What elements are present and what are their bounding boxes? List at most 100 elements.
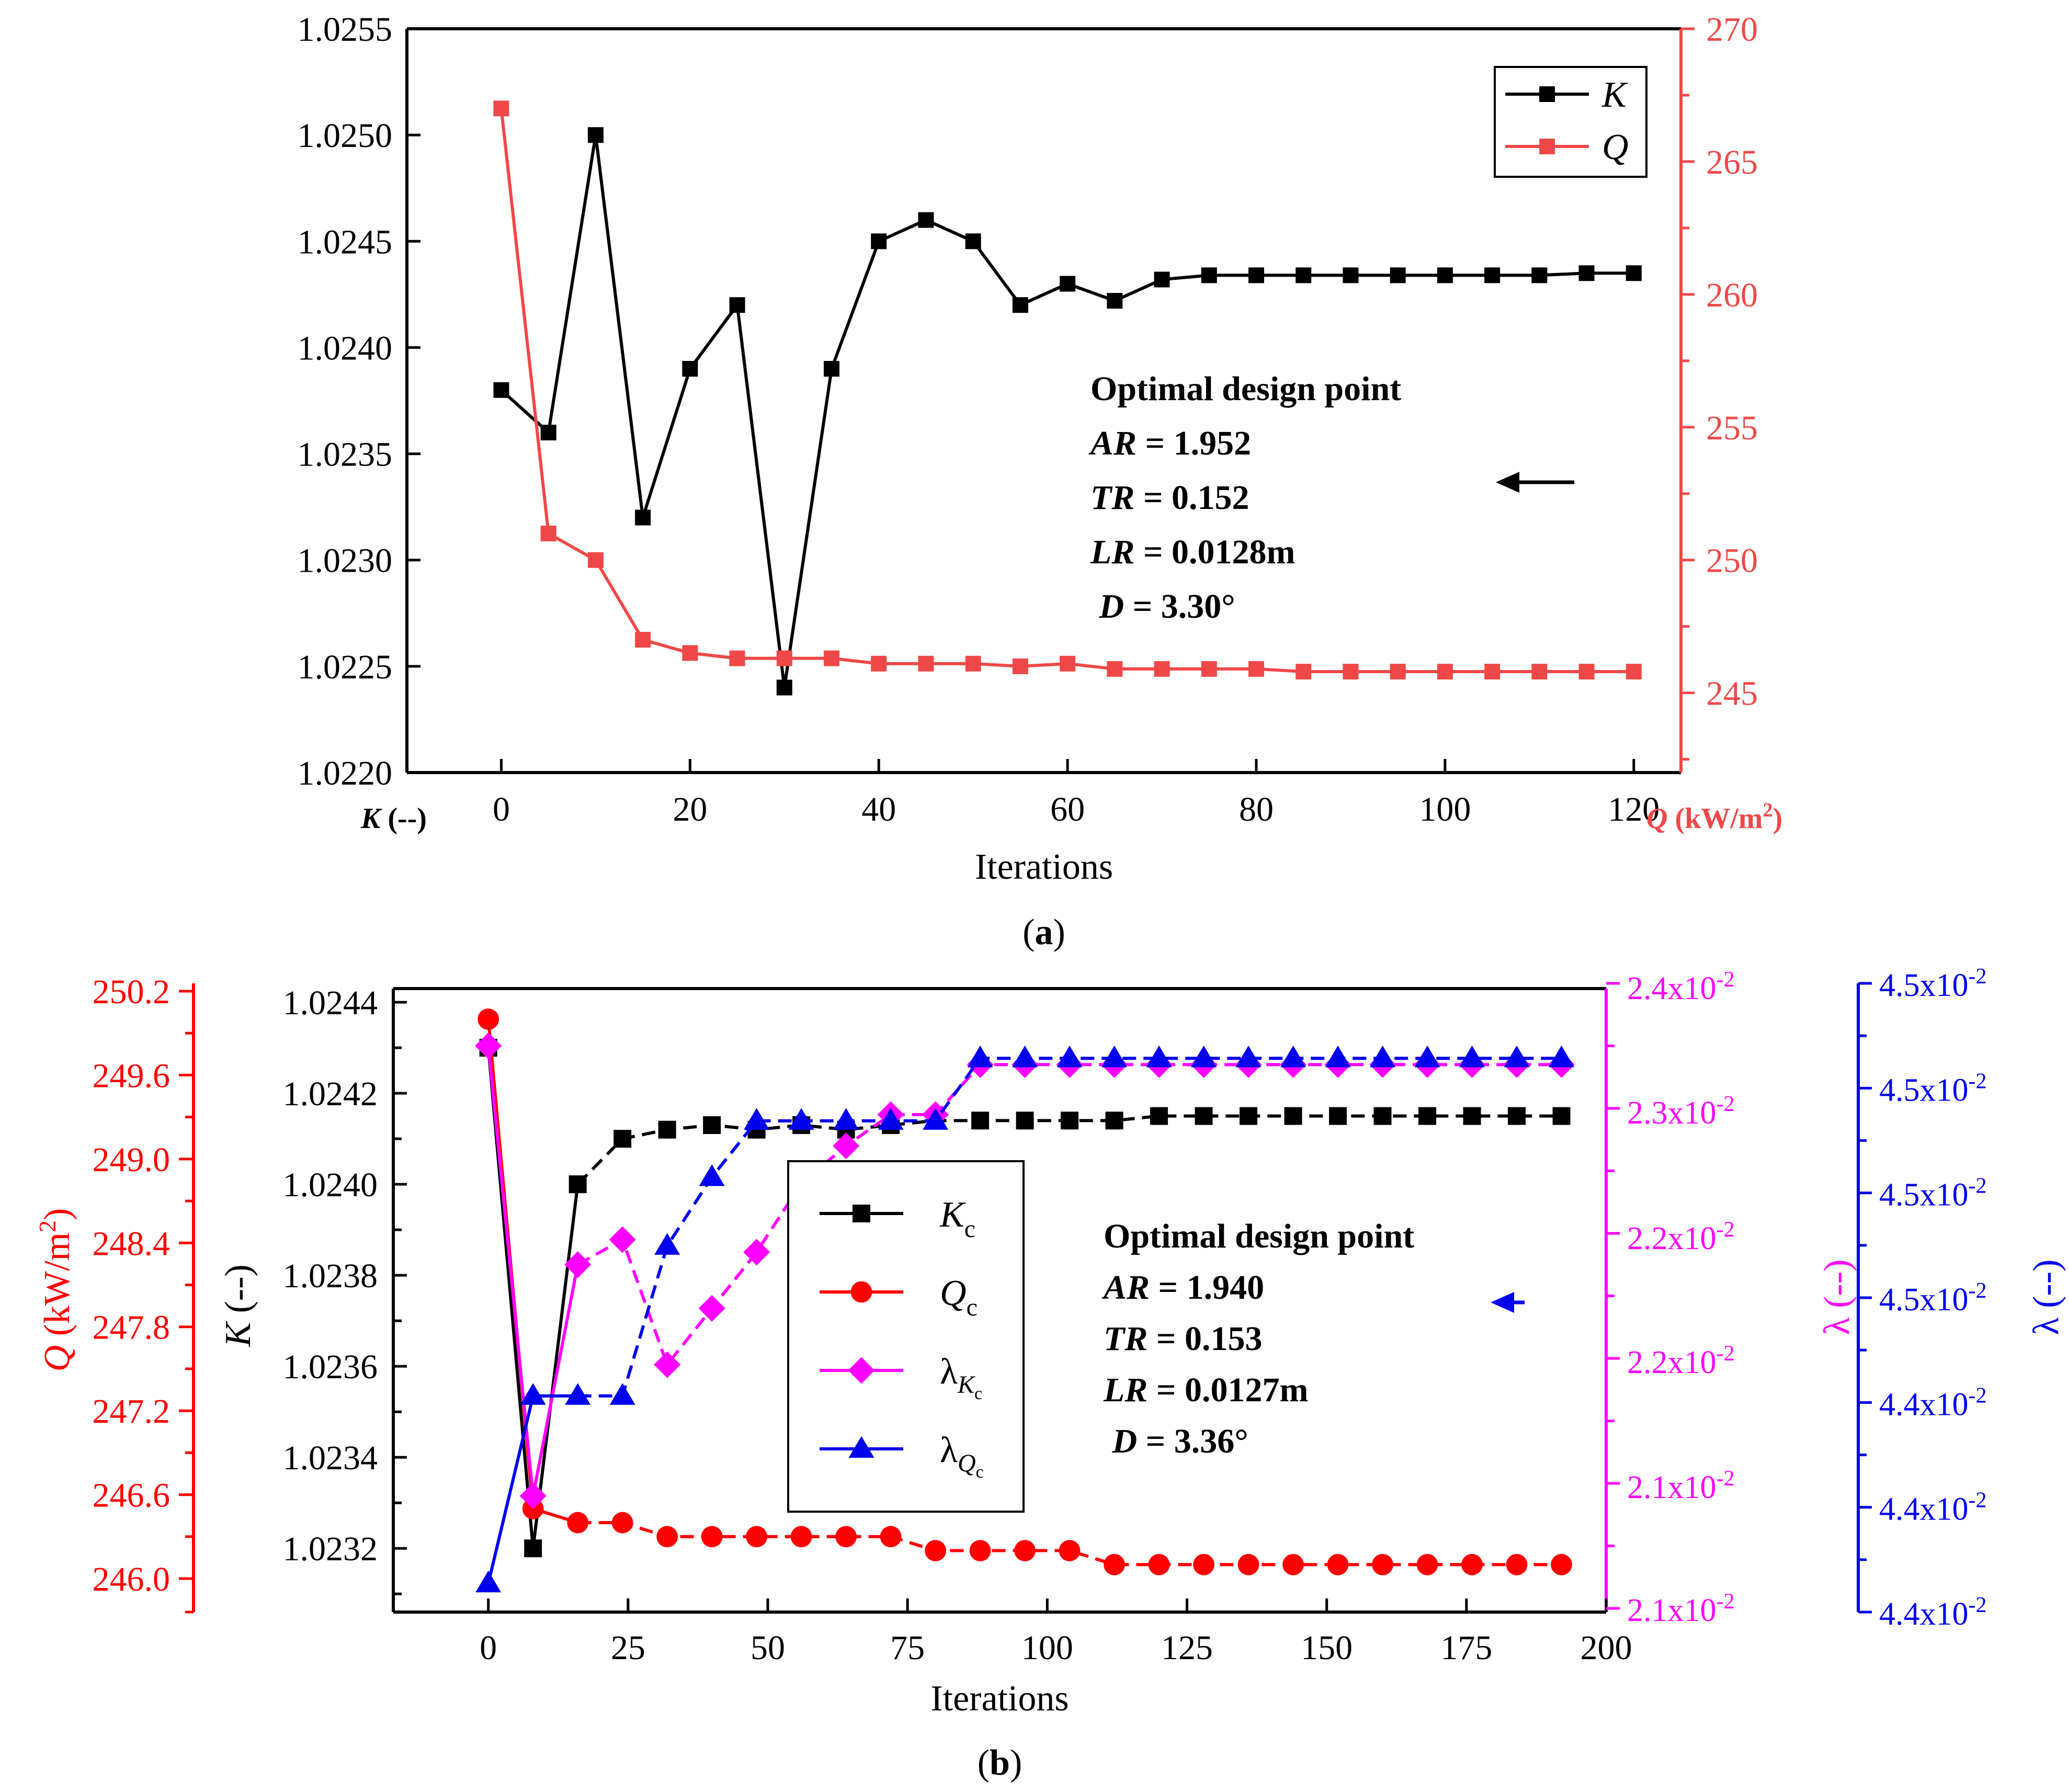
data-point-λQc xyxy=(1325,1045,1351,1068)
data-point-Q xyxy=(729,650,745,666)
data-point-K xyxy=(1343,267,1359,283)
data-point-K xyxy=(1484,267,1501,283)
annotation-line: AR = 1.940 xyxy=(1101,1268,1264,1307)
data-point-Kc xyxy=(1016,1112,1034,1130)
legend-marker-λKc xyxy=(848,1357,875,1384)
x-tick-label: 80 xyxy=(1239,790,1274,829)
panel-label-a: (a) xyxy=(1022,912,1065,952)
y-K-tick-label: 1.0242 xyxy=(283,1075,378,1113)
data-point-λQc xyxy=(565,1383,591,1405)
data-point-Q xyxy=(1012,658,1028,674)
data-point-K xyxy=(1578,265,1595,281)
data-point-K xyxy=(493,382,509,398)
data-point-λQc xyxy=(1191,1045,1217,1068)
x-tick-label: 0 xyxy=(493,790,510,829)
y-lambdaQ-tick-label: 4.4x10-2 xyxy=(1879,1489,1987,1527)
x-tick-label: 200 xyxy=(1581,1629,1632,1667)
y-right-tick-label: 260 xyxy=(1706,276,1758,314)
annotation-line: D = 3.30° xyxy=(1090,587,1235,626)
y-lambdaQ-tick-label: 4.4x10-2 xyxy=(1879,1383,1987,1422)
y-K-tick-label: 1.0234 xyxy=(283,1439,378,1477)
legend-box xyxy=(1494,66,1647,178)
data-point-λQc xyxy=(833,1108,859,1130)
y-K-tick-label: 1.0236 xyxy=(283,1348,378,1386)
y-K-tick-label: 1.0244 xyxy=(283,984,378,1022)
x-tick-label: 150 xyxy=(1301,1629,1353,1667)
data-point-Q xyxy=(682,645,698,661)
legend-label-λKc: λKc xyxy=(940,1352,982,1403)
y-K-tick-label: 1.0232 xyxy=(283,1530,378,1568)
data-point-Q xyxy=(1296,664,1312,680)
x-tick-label: 40 xyxy=(861,790,896,829)
data-point-Q xyxy=(776,650,792,666)
arrow-head-icon xyxy=(1491,1292,1514,1313)
data-point-Qc xyxy=(1506,1553,1528,1575)
data-point-Q xyxy=(1484,664,1501,680)
data-point-λQc xyxy=(1101,1045,1128,1068)
data-point-Qc xyxy=(746,1526,768,1548)
data-point-K xyxy=(1107,293,1123,309)
panel-a: 0 20 40 60 80 100 120 1.0220 1.0225 1.0230 1.0235 1… xyxy=(298,10,1783,952)
data-point-λQc xyxy=(1414,1045,1440,1068)
data-point-Kc xyxy=(1373,1107,1392,1125)
data-point-Qc xyxy=(611,1512,633,1534)
annotation-line: TR = 0.153 xyxy=(1104,1320,1262,1358)
data-point-Qc xyxy=(1551,1553,1572,1575)
data-point-Qc xyxy=(1237,1553,1259,1575)
data-point-λQc xyxy=(788,1108,814,1130)
x-tick-label: 0 xyxy=(480,1629,497,1667)
data-point-K xyxy=(1296,267,1312,283)
data-point-K xyxy=(1390,267,1406,283)
data-point-K xyxy=(1154,271,1170,288)
y-Q-axis-title: Q (kW/m2) xyxy=(34,1208,77,1372)
data-point-Kc xyxy=(1463,1107,1481,1125)
data-point-K xyxy=(1248,267,1264,283)
data-point-Kc xyxy=(569,1175,587,1194)
data-point-K xyxy=(1626,265,1642,281)
legend-label-Q: Q xyxy=(1602,127,1629,167)
y-left-tick-label: 1.0230 xyxy=(298,542,393,580)
data-point-λKc xyxy=(698,1295,725,1322)
x-tick-label: 120 xyxy=(1608,790,1660,829)
y-right-tick-label: 250 xyxy=(1706,542,1758,580)
data-point-K xyxy=(587,127,604,143)
data-point-λQc xyxy=(1280,1045,1306,1068)
data-point-K xyxy=(824,361,839,377)
data-point-Q xyxy=(1437,664,1453,680)
data-point-λQc xyxy=(967,1045,993,1068)
data-point-K xyxy=(729,297,745,313)
data-point-λKc xyxy=(475,1033,502,1059)
y-lambdaK-tick-label: 2.3x10-2 xyxy=(1627,1092,1735,1131)
data-point-Kc xyxy=(658,1120,676,1139)
data-point-λQc xyxy=(878,1108,904,1130)
data-point-λKc xyxy=(519,1482,547,1510)
y-lambdaQ-axis-title: λ (--) xyxy=(2026,1260,2066,1335)
data-point-K xyxy=(1060,276,1076,292)
data-point-Kc xyxy=(1240,1107,1258,1125)
y-left-tick-label: 1.0255 xyxy=(298,10,393,49)
annotation-title: Optimal design point xyxy=(1090,370,1401,408)
series-line-Qc xyxy=(577,1521,1562,1567)
legend-marker-K xyxy=(1539,86,1555,102)
data-point-λQc xyxy=(475,1570,502,1593)
data-point-Qc xyxy=(835,1526,857,1548)
data-point-K xyxy=(871,233,887,249)
data-point-K xyxy=(1437,267,1453,283)
data-point-λQc xyxy=(1459,1045,1485,1068)
x-axis-title: Iterations xyxy=(930,1678,1069,1719)
legend-label-K: K xyxy=(1601,75,1628,115)
y-Q-tick-label: 246.0 xyxy=(93,1560,171,1598)
annotation-line: AR = 1.952 xyxy=(1088,424,1251,462)
data-point-Kc xyxy=(1284,1107,1302,1125)
x-tick-label: 25 xyxy=(611,1629,645,1667)
y-Q-tick-label: 249.6 xyxy=(93,1057,171,1095)
data-point-λQc xyxy=(1370,1045,1396,1068)
y-Q-tick-label: 249.0 xyxy=(93,1141,171,1179)
data-point-λQc xyxy=(609,1383,635,1405)
data-point-Kc xyxy=(524,1539,542,1558)
x-tick-label: 100 xyxy=(1419,790,1471,829)
y-right-tick-label: 245 xyxy=(1706,675,1758,713)
data-point-λQc xyxy=(1056,1045,1083,1068)
data-point-Q xyxy=(1626,664,1642,680)
